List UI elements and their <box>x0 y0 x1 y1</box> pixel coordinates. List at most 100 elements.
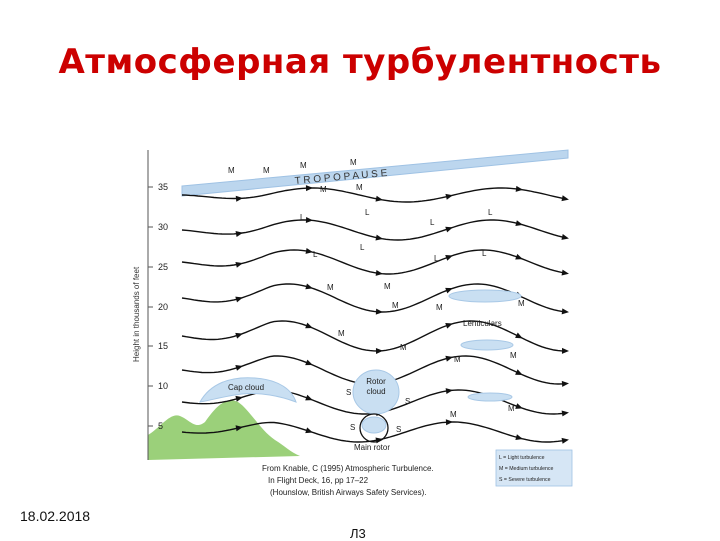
airflow-arrowhead <box>305 247 313 254</box>
airflow-arrowhead <box>445 287 453 294</box>
airflow-arrowhead <box>305 217 313 223</box>
airflow-arrowhead <box>235 395 243 402</box>
turbulence-mark-medium: M <box>436 303 443 312</box>
turbulence-mark-medium: M <box>508 404 515 413</box>
citation-line-3: (Hounslow, British Airways Safety Servic… <box>270 488 427 497</box>
airflow-arrowhead <box>445 355 453 362</box>
legend-item-severe: S = Severe turbulence <box>499 477 551 483</box>
airflow-arrowhead <box>561 195 569 202</box>
legend-item-medium: M = Medium turbulence <box>499 466 553 472</box>
airflow-arrowhead <box>561 437 569 444</box>
citation-line-2: In Flight Deck, 16, pp 17–22 <box>268 476 369 485</box>
airflow-arrowhead <box>561 269 569 276</box>
legend-item-light: L = Light turbulence <box>499 455 545 461</box>
airflow-line <box>181 219 567 241</box>
airflow-arrowhead <box>375 269 383 276</box>
turbulence-mark-medium: M <box>228 166 235 175</box>
turbulence-mark-medium: M <box>320 185 327 194</box>
turbulence-mark-light: L <box>488 208 493 217</box>
airflow-arrowhead <box>561 410 569 417</box>
airflow-arrowhead <box>235 425 243 432</box>
lenticulars-label: Lenticulars <box>463 319 502 328</box>
airflow-arrowhead <box>375 234 383 241</box>
rotor-cloud-label-line2: cloud <box>366 387 385 396</box>
airflow-arrowhead <box>235 332 243 339</box>
turbulence-mark-medium: M <box>400 343 407 352</box>
airflow-line <box>181 283 567 313</box>
turbulence-mark-light: L <box>360 243 365 252</box>
airflow-arrowhead <box>305 394 313 401</box>
airflow-arrowhead <box>235 261 243 268</box>
y-tick-label: 25 <box>158 262 168 272</box>
y-tick-label: 30 <box>158 222 168 232</box>
slide-page-label: Л3 <box>350 526 366 541</box>
main-rotor-cloud <box>361 416 387 434</box>
airflow-arrowhead <box>515 185 523 192</box>
airflow-arrowhead <box>515 332 523 339</box>
y-tick-label: 35 <box>158 182 168 192</box>
tropopause-band <box>181 149 569 197</box>
airflow-arrowhead <box>235 231 243 237</box>
airflow-arrowhead <box>561 380 569 387</box>
turbulence-mark-medium: M <box>300 161 307 170</box>
airflow-arrowhead <box>515 253 523 260</box>
lenticular-cloud-3 <box>467 392 513 402</box>
turbulence-mark-severe: S <box>405 397 410 406</box>
turbulence-mark-medium: M <box>327 283 334 292</box>
cap-cloud <box>199 377 297 403</box>
airflow-arrowhead <box>235 195 243 202</box>
airflow-arrowhead <box>561 233 569 240</box>
main-rotor-circulation <box>359 413 389 443</box>
turbulence-mark-severe: S <box>346 388 351 397</box>
turbulence-mark-medium: M <box>454 355 461 364</box>
turbulence-mark-light: L <box>482 249 487 258</box>
turbulence-mark-light: L <box>430 218 435 227</box>
turbulence-mark-medium: M <box>518 299 525 308</box>
airflow-arrowhead <box>515 403 523 409</box>
mountain-range <box>148 400 300 460</box>
airflow-arrowhead <box>561 347 569 354</box>
y-tick-label: 10 <box>158 381 168 391</box>
airflow-line <box>181 249 567 275</box>
y-axis-label: Height in thousands of feet <box>132 266 141 362</box>
turbulence-mark-medium: M <box>338 329 345 338</box>
airflow-arrowhead <box>305 283 313 290</box>
slide-title: Атмосферная турбулентность <box>58 42 662 82</box>
slide-date: 18.02.2018 <box>20 508 91 524</box>
rotor-cloud-label-line1: Rotor <box>366 377 386 386</box>
turbulence-mark-light: L <box>300 213 305 222</box>
airflow-arrowhead <box>445 255 453 261</box>
airflow-arrowhead <box>305 185 313 192</box>
turbulence-mark-light: L <box>313 250 318 259</box>
turbulence-mark-medium: M <box>510 351 517 360</box>
airflow-arrowhead <box>515 369 523 375</box>
lenticular-cloud-1 <box>448 289 522 303</box>
legend-box <box>495 449 573 487</box>
cap-cloud-label: Cap cloud <box>228 383 264 392</box>
airflow-arrowhead <box>445 419 453 426</box>
airflow-arrowhead <box>305 359 313 366</box>
airflow-arrowhead <box>515 434 523 441</box>
turbulence-mark-medium: M <box>392 301 399 310</box>
lenticular-cloud-2 <box>460 339 514 351</box>
turbulence-mark-medium: M <box>450 410 457 419</box>
turbulence-mark-medium: M <box>263 166 270 175</box>
airflow-arrowhead <box>235 365 243 371</box>
airflow-arrowhead <box>445 388 453 395</box>
y-tick-label: 5 <box>158 421 163 431</box>
airflow-arrowhead <box>375 347 383 354</box>
airflow-arrowhead <box>445 226 453 233</box>
airflow-arrowhead <box>445 322 453 329</box>
y-axis-ticks: 35 30 25 20 15 10 5 <box>148 182 168 431</box>
citation-line-1: From Knable, C (1995) Atmospheric Turbul… <box>262 464 434 473</box>
turbulence-mark-light: L <box>434 254 439 263</box>
main-rotor-label: Main rotor <box>354 443 390 452</box>
airflow-arrowhead <box>375 308 383 315</box>
airflow-arrowhead <box>561 308 569 315</box>
y-tick-label: 15 <box>158 341 168 351</box>
airflow-line <box>181 421 567 443</box>
turbulence-mark-medium: M <box>384 282 391 291</box>
airflow-arrowhead <box>445 193 453 200</box>
airflow-line <box>181 187 567 203</box>
